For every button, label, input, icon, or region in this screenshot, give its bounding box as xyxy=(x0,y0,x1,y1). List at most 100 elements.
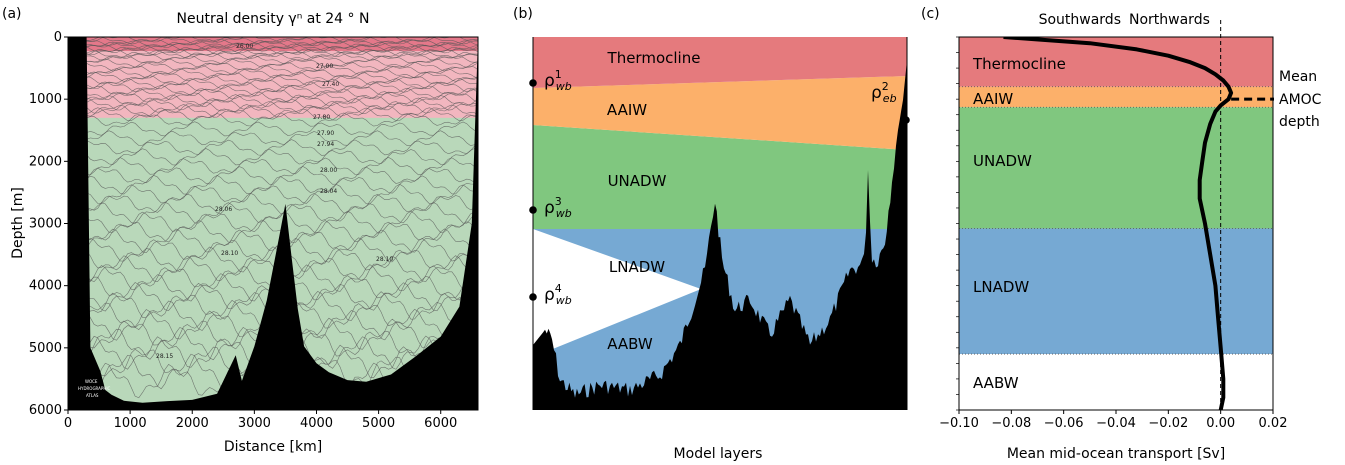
panel-a-title: Neutral density γⁿ at 24 ° N xyxy=(177,11,370,27)
marker-rho-wb-1-sup: 1 xyxy=(555,68,562,81)
contour-line xyxy=(68,237,478,263)
panel-c: (c) Southwards Northwards Mean AMOC dept… xyxy=(921,6,1322,462)
annotation-line-3: depth xyxy=(1279,114,1320,130)
marker-rho-wb-4-label: ρ4 wb xyxy=(544,282,572,307)
y-tick-label: 4000 xyxy=(29,279,62,294)
layer-band xyxy=(959,86,1273,108)
marker-rho-wb-4-dot xyxy=(529,293,537,301)
marker-rho-eb-2-sub: eb xyxy=(883,92,897,105)
panel-c-axes: −0.10 −0.08 −0.06 −0.04 −0.02 0.00 0.02 xyxy=(939,36,1288,431)
y-tick-label: 2000 xyxy=(29,154,62,169)
contour-line xyxy=(68,219,478,244)
contour-line xyxy=(68,37,478,45)
contour-line xyxy=(68,68,478,79)
marker-rho-wb-4-sup: 4 xyxy=(555,282,562,295)
contour-line xyxy=(68,97,478,111)
contour-line xyxy=(68,246,478,273)
contour-line xyxy=(68,74,478,86)
south-label: Southwards xyxy=(1039,12,1121,28)
contour-label-28-10-west: 28.10 xyxy=(221,250,238,257)
density-markers: ρ1 wb ρ2 eb ρ3 wb ρ4 wb xyxy=(529,68,910,307)
marker-rho-wb-3-sup: 3 xyxy=(555,195,562,208)
contour-line xyxy=(68,148,478,166)
contour-line xyxy=(68,139,478,156)
marker-rho-eb-2-sup: 2 xyxy=(882,80,889,93)
x-tick-label: 4000 xyxy=(300,416,333,431)
contour-line xyxy=(68,43,478,52)
marker-rho-wb-1-dot xyxy=(529,79,537,87)
contour-line xyxy=(68,91,478,104)
panel-a-axes: 0 1000 2000 3000 4000 5000 6000010002000300040… xyxy=(29,30,457,431)
layer-aaiw xyxy=(533,76,907,150)
contour-label-27-40: 27.40 xyxy=(322,81,339,88)
contour-line xyxy=(68,48,478,58)
contour-line xyxy=(68,210,478,234)
x-tick-label: 0.02 xyxy=(1259,416,1288,431)
contour-line xyxy=(68,192,478,214)
c-layer-label-unadw: UNADW xyxy=(973,152,1032,170)
contour-line xyxy=(68,81,478,93)
contour-line xyxy=(68,84,478,97)
transport-profile-line xyxy=(1003,37,1234,410)
panel-b-xlabel: Model layers xyxy=(674,446,763,462)
y-tick-label: 0 xyxy=(54,30,62,45)
marker-rho-wb-1-base: ρ xyxy=(544,71,555,91)
contour-label-27-94: 27.94 xyxy=(317,141,334,148)
marker-rho-wb-4-sub: wb xyxy=(556,294,572,307)
watermark: WOCE HYDROGRAPHIC ATLAS xyxy=(78,379,111,398)
contour-line xyxy=(68,45,478,54)
x-tick-label: 5000 xyxy=(362,416,395,431)
contour-label-28-06: 28.06 xyxy=(215,206,232,213)
panel-b-letter: (b) xyxy=(513,6,533,22)
panel-c-letter: (c) xyxy=(921,6,940,22)
x-tick-label: 3000 xyxy=(238,416,271,431)
panel-b: (b) Thermocline AAIW UNADW LNADW AABW ρ1… xyxy=(513,6,910,462)
x-tick-label: 0 xyxy=(64,416,72,431)
marker-rho-wb-3-base: ρ xyxy=(544,198,555,218)
marker-rho-eb-2-base: ρ xyxy=(871,83,882,103)
layer-label-aabw: AABW xyxy=(607,335,653,353)
contour-label-28-04: 28.04 xyxy=(320,188,337,195)
layer-label-aaiw: AAIW xyxy=(607,101,647,119)
north-label: Northwards xyxy=(1129,12,1210,28)
contour-line xyxy=(68,166,478,185)
x-tick-label: 0.00 xyxy=(1206,416,1235,431)
contour-line xyxy=(68,87,478,100)
contour-label-27-80: 27.80 xyxy=(313,114,330,121)
contour-line xyxy=(68,175,478,195)
marker-rho-wb-3-sub: wb xyxy=(556,207,572,220)
contour-label-28-10-east: 28.10 xyxy=(376,256,393,263)
c-layer-label-lnadw: LNADW xyxy=(973,278,1029,296)
contour-line xyxy=(68,51,478,61)
marker-rho-eb-2-label: ρ2 eb xyxy=(871,80,897,105)
contour-line xyxy=(68,107,478,122)
marker-rho-eb-2-dot xyxy=(902,116,910,124)
contour-label-27-00: 27.00 xyxy=(316,63,333,70)
layer-unadw xyxy=(533,125,907,229)
layer-label-lnadw: LNADW xyxy=(609,258,665,276)
bathymetry xyxy=(68,37,478,410)
contour-line xyxy=(68,112,478,127)
contour-labels: 26.00 27.00 27.40 27.80 27.90 27.94 28.0… xyxy=(156,43,393,360)
annotation-line-1: Mean xyxy=(1279,69,1317,85)
c-layer-label-thermocline: Thermocline xyxy=(972,55,1066,73)
panel-a-plot-area: WOCE HYDROGRAPHIC ATLAS 26.00 27.00 27.4… xyxy=(68,37,478,410)
contour-line xyxy=(68,104,478,118)
marker-rho-wb-3-label: ρ3 wb xyxy=(544,195,572,220)
x-tick-label: −0.10 xyxy=(939,416,979,431)
contour-label-26-00: 26.00 xyxy=(236,43,253,50)
y-tick-label: 1000 xyxy=(29,92,62,107)
panel-c-xlabel: Mean mid-ocean transport [Sv] xyxy=(1007,446,1225,462)
x-tick-label: −0.02 xyxy=(1148,416,1188,431)
watermark-line-3: ATLAS xyxy=(86,393,99,398)
panel-a-letter: (a) xyxy=(2,6,22,22)
contour-line xyxy=(68,77,478,90)
panel-a-xlabel: Distance [km] xyxy=(224,439,322,455)
annotation-line-2: AMOC xyxy=(1279,92,1322,108)
marker-rho-wb-4-base: ρ xyxy=(544,285,555,305)
x-tick-label: −0.08 xyxy=(991,416,1031,431)
contour-line xyxy=(68,64,478,75)
y-tick-label: 3000 xyxy=(29,217,62,232)
x-tick-label: −0.06 xyxy=(1044,416,1084,431)
c-layer-label-aaiw: AAIW xyxy=(973,90,1013,108)
